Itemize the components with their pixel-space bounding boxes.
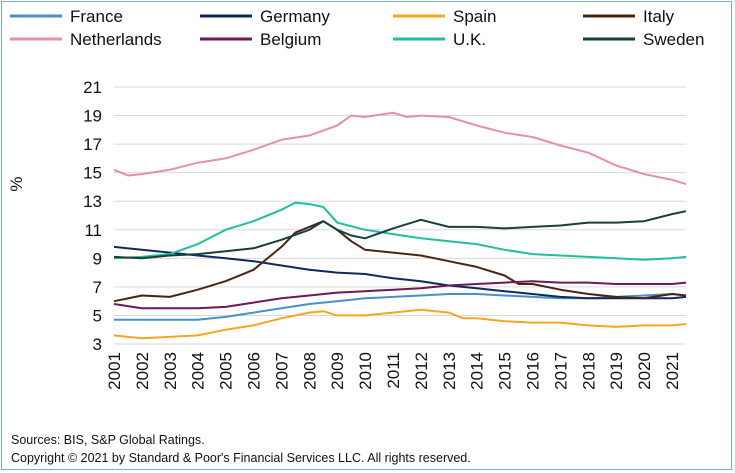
legend-label-u-k: U.K.	[453, 30, 486, 49]
x-tick-label: 2007	[272, 352, 291, 390]
y-tick-label: 11	[84, 221, 102, 240]
legend-label-germany: Germany	[260, 7, 330, 26]
series-line-spain	[113, 308, 687, 340]
y-tick-label: 13	[83, 192, 102, 211]
x-tick-label: 2013	[440, 352, 459, 390]
legend-label-italy: Italy	[643, 7, 675, 26]
x-tick-label: 2003	[161, 352, 180, 390]
series-line-u-k	[113, 201, 687, 261]
legend: France Germany Spain Italy Netherlands Belgiu…	[10, 7, 704, 49]
x-tick-label: 2008	[300, 352, 319, 390]
series-line-sweden	[113, 210, 687, 260]
x-tick-label: 2015	[496, 352, 515, 390]
y-tick-label: 19	[83, 107, 102, 126]
x-tick-label: 2020	[635, 352, 654, 390]
x-tick-label: 2016	[524, 352, 543, 390]
y-tick-label: 7	[93, 278, 102, 297]
y-tick-label: 21	[83, 78, 102, 97]
legend-label-belgium: Belgium	[260, 30, 321, 49]
x-tick-label: 2006	[245, 352, 264, 390]
x-tick-label: 2014	[468, 352, 487, 390]
sources-note: Sources: BIS, S&P Global Ratings.	[11, 433, 205, 447]
x-tick-label: 2001	[105, 352, 124, 390]
legend-label-netherlands: Netherlands	[70, 30, 162, 49]
x-tick-label: 2019	[607, 352, 626, 390]
x-tick-label: 2005	[217, 352, 236, 390]
x-tick-label: 2018	[579, 352, 598, 390]
x-tick-label: 2002	[133, 352, 152, 390]
copyright-note: Copyright © 2021 by Standard & Poor's Fi…	[11, 451, 471, 465]
y-axis-label: %	[7, 176, 26, 191]
x-tick-label: 2010	[356, 352, 375, 390]
y-tick-label: 3	[93, 335, 102, 354]
x-tick-label: 2017	[551, 352, 570, 390]
x-tick-label: 2012	[412, 352, 431, 390]
legend-label-sweden: Sweden	[643, 30, 704, 49]
legend-label-france: France	[70, 7, 123, 26]
series-line-belgium	[113, 280, 687, 310]
grid	[114, 86, 686, 345]
y-tick-label: 5	[93, 306, 102, 325]
x-tick-label: 2011	[384, 352, 403, 389]
series-line-netherlands	[113, 111, 687, 186]
series-line-germany	[113, 245, 687, 300]
x-tick-label: 2004	[189, 352, 208, 390]
y-tick-label: 17	[83, 135, 102, 154]
series-line-italy	[113, 220, 687, 303]
series-lines	[113, 111, 687, 340]
x-tick-label: 2009	[328, 352, 347, 390]
axis-ticks: 3 5 7 9 11 13 15 17 19 21 2001 2002 2003 2004 2005 2006…	[83, 78, 682, 390]
y-tick-label: 15	[83, 164, 102, 183]
legend-label-spain: Spain	[453, 7, 496, 26]
x-tick-label: 2021	[663, 352, 682, 390]
y-tick-label: 9	[93, 249, 102, 268]
